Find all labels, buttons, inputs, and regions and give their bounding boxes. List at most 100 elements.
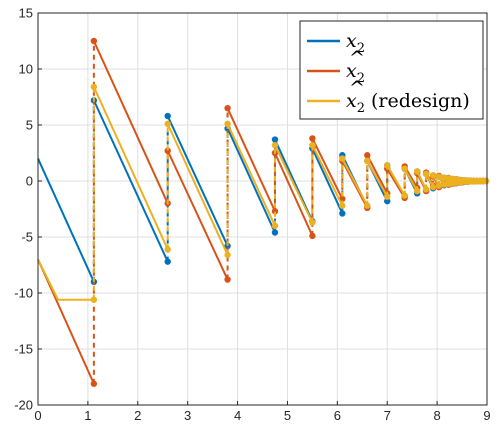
series-line-x2-hat-redesign [311, 144, 344, 207]
x-tick-label: 9 [483, 408, 490, 423]
series-line-x2-hat-redesign [403, 168, 419, 192]
series-point-x2-hat-redesign [429, 172, 437, 179]
series-point-x2-hat [90, 380, 98, 387]
series-line-x2-hat [274, 152, 314, 237]
series-point-x2-hat-redesign [309, 141, 316, 149]
legend-label-subscript: 2 [357, 71, 365, 86]
legend-hat-accent: ^ [349, 77, 365, 99]
legend-label-subscript: 2 [357, 101, 365, 116]
legend-label: x2 [346, 60, 365, 86]
series-point-x2-hat-redesign [339, 155, 346, 162]
series-line-x2-hat [166, 150, 229, 280]
series-point-x2-hat-redesign [164, 120, 171, 128]
y-tick-label: 0 [26, 174, 33, 189]
series-line-x2-hat [341, 160, 369, 209]
x-tick-label: 6 [334, 408, 341, 423]
legend-label-suffix: (redesign) [371, 90, 470, 112]
series-point-x2-hat-redesign [271, 222, 279, 229]
series-line-x2-hat [311, 137, 344, 200]
series-point-x2-hat [309, 232, 316, 240]
legend-item: x2^ [307, 47, 365, 86]
series-line-x2-hat-redesign [274, 144, 314, 223]
series-x2-hat-redesign [37, 83, 490, 303]
series-point-x2-hat [90, 37, 98, 45]
series-point-x2-hat-redesign [422, 186, 430, 193]
y-tick-label: 15 [19, 6, 33, 21]
legend-hat-accent: ^ [349, 47, 365, 69]
legend-label: x2 (redesign) [346, 90, 470, 116]
series-point-x2-hat-redesign [384, 193, 391, 200]
series-line-x2 [37, 158, 95, 283]
series-line-x2 [311, 148, 344, 214]
x-tick-label: 5 [284, 408, 291, 423]
series-point-x2-hat-redesign [224, 251, 231, 259]
x-tick-label: 7 [384, 408, 391, 423]
series-point-x2-hat [364, 152, 371, 159]
series-line-x2-hat-redesign [366, 160, 389, 198]
series-line-x2-hat-redesign [166, 123, 229, 256]
series-point-x2-hat-redesign [309, 219, 316, 226]
y-tick-label: 5 [26, 118, 33, 133]
series-point-x2-hat-redesign [384, 162, 391, 169]
series-area [37, 37, 490, 387]
series-point-x2-hat [224, 276, 231, 283]
series-point-x2 [271, 136, 279, 143]
series-point-x2-hat-redesign [413, 168, 421, 175]
y-tick-label: -10 [14, 286, 33, 301]
series-point-x2 [339, 210, 346, 217]
legend-label-subscript: 2 [357, 41, 365, 56]
series-point-x2-hat-redesign [435, 182, 443, 189]
series-point-x2-hat-redesign [482, 177, 490, 185]
series-point-x2-hat-redesign [164, 246, 171, 253]
series-line-x2-hat [226, 107, 276, 212]
x-tick-label: 2 [134, 408, 141, 423]
y-tick-label: 10 [19, 62, 33, 77]
series-point-x2-hat [309, 135, 316, 142]
series-point-x2-hat-redesign [435, 173, 443, 180]
series-point-x2-hat-redesign [271, 141, 279, 149]
series-point-x2-hat-redesign [422, 170, 430, 177]
series-point-x2-hat [271, 208, 279, 215]
series-line-x2-hat [92, 40, 169, 204]
series-point-x2-hat [164, 147, 171, 154]
series-point-x2-hat-redesign [413, 187, 421, 195]
legend-item: x2 [307, 30, 365, 56]
series-point-x2-hat-redesign [364, 202, 371, 209]
x-tick-label: 8 [433, 408, 440, 423]
legend-label-base: x [346, 60, 357, 82]
y-tick-label: -20 [14, 398, 33, 413]
series-point-x2-hat [224, 105, 231, 112]
y-tick-label: -15 [14, 342, 33, 357]
series-point-x2-hat-redesign [364, 157, 371, 165]
legend-label: x2 [346, 30, 365, 56]
legend-label-base: x [346, 30, 357, 52]
series-line-x2 [166, 115, 229, 247]
x-tick-label: 4 [234, 408, 241, 423]
x-tick-label: 0 [34, 408, 41, 423]
series-point-x2 [271, 229, 279, 236]
series-point-x2-hat-redesign [429, 183, 437, 191]
legend-item: x2 (redesign) ^ [307, 77, 470, 116]
series-line-x2-hat-redesign [416, 171, 428, 190]
series-line-x2 [92, 99, 169, 263]
series-line-x2 [226, 127, 276, 233]
legend-label-base: x [346, 90, 357, 112]
series-point-x2 [164, 112, 171, 120]
series-line-x2-hat [366, 154, 389, 194]
series-point-x2-hat-redesign [401, 165, 408, 172]
series-point-x2 [384, 197, 391, 205]
series-point-x2-hat-redesign [90, 296, 98, 303]
series-point-x2-hat-redesign [224, 120, 231, 128]
series-point-x2 [164, 258, 171, 265]
series-line-x2-hat-redesign [226, 123, 276, 227]
plot-frame [37, 12, 488, 406]
axis-ticks: 0 1 2 3 4 5 6 7 8 9 15 10 5 0 -5 -10 -15 -20 [14, 6, 490, 424]
series-point-x2-hat-redesign [339, 202, 346, 209]
series-line-x2-hat-redesign [37, 258, 94, 301]
y-tick-label: -5 [21, 230, 33, 245]
series-line-x2-hat [386, 168, 406, 199]
x-tick-label: 1 [84, 408, 91, 423]
series-line-x2-hat-redesign [386, 164, 406, 197]
